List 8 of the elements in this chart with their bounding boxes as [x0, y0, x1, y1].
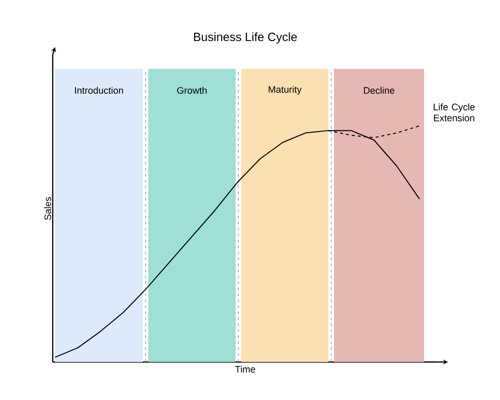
text: Maturity: [268, 86, 302, 95]
chart-title: Business Life Cycle: [194, 32, 297, 44]
series-label: Life Cycle Extension: [434, 103, 475, 122]
text: Decline: [364, 86, 394, 94]
x-axis-title: Time: [235, 366, 256, 373]
text: Introduction: [75, 86, 124, 94]
text: Growth: [177, 86, 207, 94]
y-axis-title: Sales: [44, 197, 52, 220]
